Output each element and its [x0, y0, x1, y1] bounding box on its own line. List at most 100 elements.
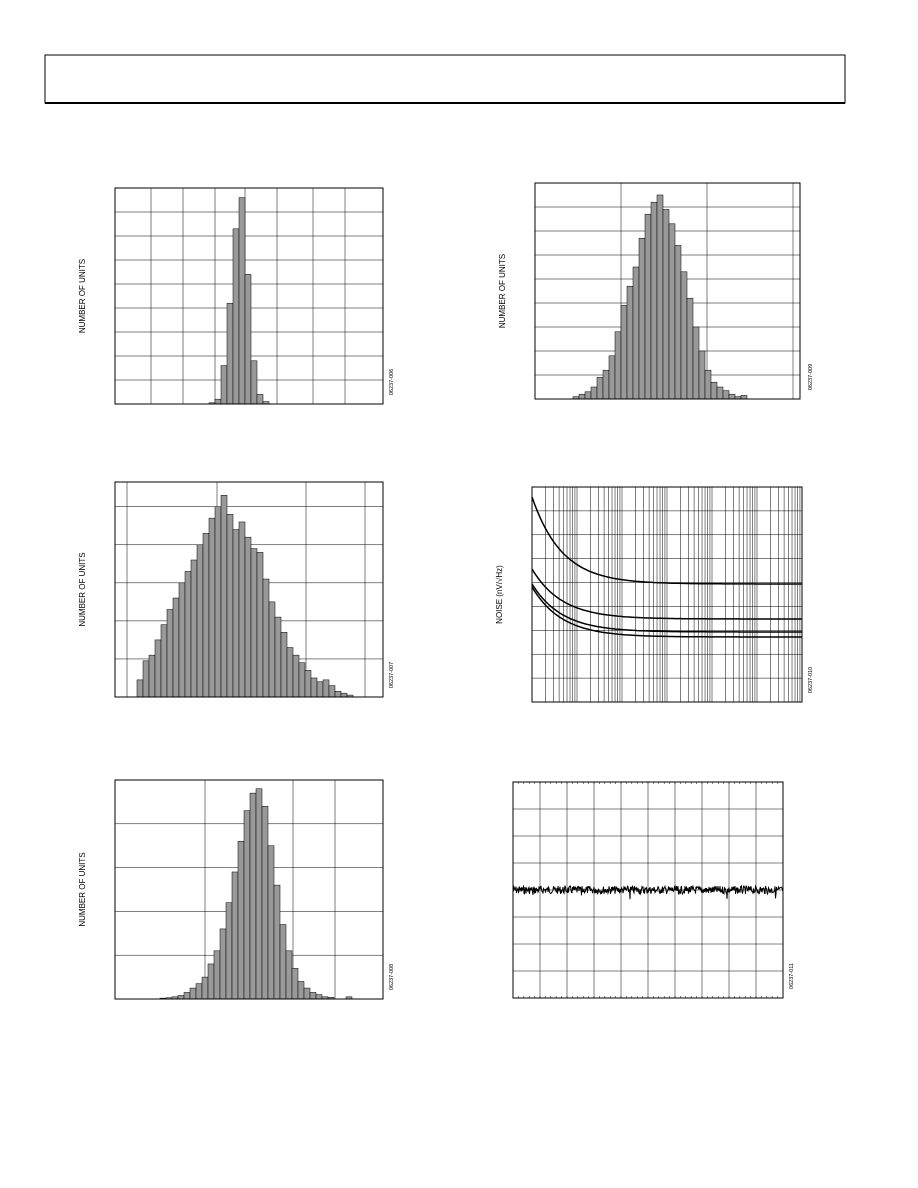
- bar: [322, 679, 330, 698]
- plot-frame: [531, 486, 803, 703]
- y-axis-label: NUMBER OF UNITS: [498, 254, 507, 328]
- bar: [674, 245, 682, 400]
- bar: [608, 355, 616, 400]
- bar: [680, 271, 688, 400]
- bar: [178, 582, 186, 698]
- noise-curve: [531, 496, 802, 585]
- bar: [190, 559, 198, 698]
- bar: [255, 788, 263, 1000]
- bar: [292, 654, 300, 698]
- bar: [309, 992, 317, 1000]
- bar: [602, 369, 610, 400]
- figure-code: 06237-010: [808, 667, 814, 693]
- bar: [226, 514, 234, 698]
- bar: [578, 393, 586, 400]
- bar: [297, 981, 305, 1000]
- y-axis-label: NUMBER OF UNITS: [78, 552, 87, 626]
- bar: [286, 647, 294, 698]
- figure-code: 06237-008: [389, 964, 395, 990]
- bar: [692, 326, 700, 400]
- plot-frame: [512, 781, 784, 999]
- bar: [208, 517, 216, 698]
- bar: [662, 209, 670, 400]
- y-axis-label: NUMBER OF UNITS: [78, 259, 87, 333]
- bar: [614, 331, 622, 400]
- bar: [225, 902, 233, 1000]
- bar: [686, 297, 694, 400]
- bar: [273, 884, 281, 1000]
- bar: [184, 571, 192, 698]
- bar: [250, 360, 258, 405]
- bar: [154, 639, 162, 698]
- noise-curve: [531, 583, 802, 633]
- bar: [238, 197, 246, 405]
- figure-code: 06237-006: [389, 369, 395, 395]
- bar: [740, 395, 748, 400]
- bar: [728, 393, 736, 400]
- plot-frame: [114, 187, 384, 405]
- bar: [183, 992, 191, 1000]
- bar: [136, 679, 144, 698]
- bar: [262, 578, 270, 698]
- bar: [220, 365, 228, 405]
- bar: [716, 386, 724, 400]
- figure-code: 06237-007: [389, 662, 395, 688]
- bar: [310, 677, 318, 698]
- bar: [195, 983, 203, 1000]
- bar: [710, 381, 718, 400]
- bar: [268, 601, 276, 698]
- bar: [172, 597, 180, 698]
- bar: [632, 266, 640, 400]
- bar: [177, 995, 185, 1000]
- bar: [638, 237, 646, 400]
- bar: [244, 274, 252, 405]
- bar: [704, 369, 712, 400]
- bar: [698, 350, 706, 400]
- trace: [512, 884, 784, 900]
- plot-frame: [114, 779, 384, 1000]
- bar: [232, 228, 240, 405]
- bar: [220, 495, 228, 698]
- bar: [722, 390, 730, 400]
- bar: [166, 609, 174, 698]
- bar: [256, 394, 264, 405]
- figure-code: 06237-009: [808, 364, 814, 390]
- bar: [620, 305, 628, 400]
- bar: [256, 552, 264, 698]
- bar: [237, 841, 245, 1000]
- bar: [590, 386, 598, 400]
- bar: [279, 924, 287, 1000]
- bar: [244, 536, 252, 698]
- bar: [196, 544, 204, 698]
- bar: [340, 692, 348, 698]
- bar: [214, 398, 222, 405]
- bar: [584, 391, 592, 400]
- bar: [249, 792, 257, 1000]
- bar: [202, 533, 210, 698]
- bar: [261, 806, 269, 1000]
- bar: [315, 994, 323, 1000]
- bar: [267, 845, 275, 1000]
- bar: [274, 616, 282, 698]
- bar: [213, 950, 221, 1000]
- bar: [226, 302, 234, 405]
- plot-frame: [534, 182, 801, 400]
- bar: [668, 223, 676, 400]
- bar: [298, 662, 306, 698]
- bar: [232, 529, 240, 698]
- bar: [596, 377, 604, 400]
- bar: [303, 987, 311, 1000]
- y-axis-label: NUMBER OF UNITS: [78, 852, 87, 926]
- bar: [656, 194, 664, 400]
- bar: [214, 506, 222, 698]
- bar: [285, 950, 293, 1000]
- bar: [238, 521, 246, 698]
- header-box: [44, 54, 846, 104]
- noise-curve: [531, 586, 802, 638]
- bar: [142, 660, 150, 698]
- bar: [304, 670, 312, 698]
- bar: [207, 963, 215, 1000]
- bar: [250, 548, 258, 698]
- bar: [231, 871, 239, 1000]
- bar: [160, 624, 168, 698]
